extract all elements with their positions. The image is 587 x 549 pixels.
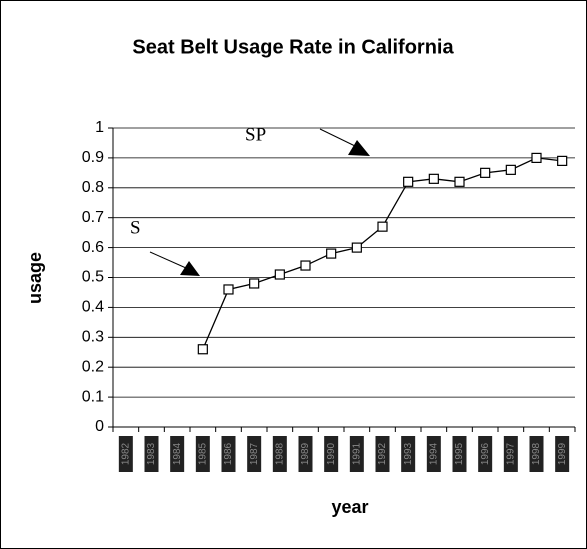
- annotation: S: [130, 217, 141, 238]
- x-tick-label: 1982: [120, 442, 131, 465]
- x-tick-label-box: [349, 436, 364, 472]
- marker: [326, 248, 337, 259]
- x-tick-label: 1983: [146, 442, 157, 465]
- marker: [557, 155, 568, 166]
- x-tick-label-box: [375, 436, 390, 472]
- x-tick-label: 1998: [531, 442, 542, 465]
- x-tick-label-box: [478, 436, 493, 472]
- y-tick-label: 0.7: [82, 209, 104, 226]
- x-tick-label: 1994: [428, 442, 439, 465]
- x-tick-label: 1995: [454, 442, 465, 465]
- marker: [505, 164, 516, 175]
- x-tick-label: 1986: [223, 442, 234, 465]
- x-tick-label: 1991: [351, 442, 362, 465]
- x-tick-label: 1996: [480, 442, 491, 465]
- y-tick-label: 0.5: [82, 269, 104, 286]
- y-tick-label: 0.9: [82, 149, 104, 166]
- x-tick-label-box: [195, 436, 210, 472]
- x-tick-label-box: [401, 436, 416, 472]
- annotation-arrowhead: [348, 140, 370, 156]
- x-tick-label-box: [529, 436, 544, 472]
- marker: [351, 242, 362, 253]
- y-tick-label: 0: [95, 418, 104, 435]
- marker: [454, 176, 465, 187]
- annotation: SP: [245, 124, 266, 145]
- marker: [428, 173, 439, 184]
- x-tick-label: 1992: [377, 442, 388, 465]
- marker: [480, 167, 491, 178]
- marker: [403, 176, 414, 187]
- x-tick-label-box: [452, 436, 467, 472]
- y-tick-label: 1: [95, 119, 104, 136]
- x-tick-label-box: [247, 436, 262, 472]
- y-axis-label: usage: [25, 252, 45, 304]
- x-tick-label-box: [221, 436, 236, 472]
- x-tick-label: 1988: [274, 442, 285, 465]
- y-tick-label: 0.2: [82, 358, 104, 375]
- x-tick-label-box: [426, 436, 441, 472]
- annotation-arrow: [149, 251, 187, 269]
- x-tick-label: 1989: [300, 442, 311, 465]
- x-tick-label-box: [503, 436, 518, 472]
- y-tick-label: 0.3: [82, 329, 104, 346]
- x-tick-label-box: [118, 436, 133, 472]
- marker: [274, 269, 285, 280]
- x-tick-label: 1993: [403, 442, 414, 465]
- x-tick-label-box: [298, 436, 313, 472]
- y-tick-label: 0.1: [82, 388, 104, 405]
- x-tick-label: 1984: [172, 442, 183, 465]
- annotation-arrowhead: [180, 261, 200, 276]
- x-tick-label-box: [555, 436, 570, 472]
- y-tick-label: 0.4: [82, 299, 104, 316]
- x-tick-label: 1985: [197, 442, 208, 465]
- x-tick-label-box: [324, 436, 339, 472]
- x-tick-label-box: [272, 436, 287, 472]
- x-tick-label: 1999: [557, 442, 568, 465]
- marker: [300, 260, 311, 271]
- y-tick-label: 0.8: [82, 179, 104, 196]
- annotation-arrow: [319, 128, 356, 147]
- marker: [249, 278, 260, 289]
- x-axis-label: year: [331, 497, 368, 517]
- x-tick-label: 1990: [326, 442, 337, 465]
- marker: [223, 284, 234, 295]
- x-tick-label-box: [144, 436, 159, 472]
- y-tick-label: 0.6: [82, 239, 104, 256]
- x-tick-label: 1987: [249, 442, 260, 465]
- x-tick-label-box: [170, 436, 185, 472]
- marker: [531, 152, 542, 163]
- x-tick-label: 1997: [505, 442, 516, 465]
- chart-title: Seat Belt Usage Rate in California: [132, 36, 454, 58]
- marker: [197, 344, 208, 355]
- marker: [377, 221, 388, 232]
